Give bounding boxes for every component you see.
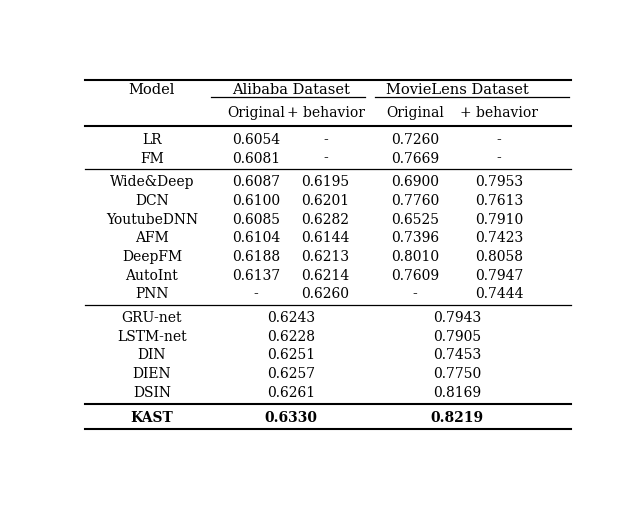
Text: KAST: KAST xyxy=(131,411,173,425)
Text: 0.6214: 0.6214 xyxy=(301,269,349,283)
Text: 0.8219: 0.8219 xyxy=(430,411,484,425)
Text: 0.7750: 0.7750 xyxy=(433,367,481,381)
Text: 0.6260: 0.6260 xyxy=(301,287,349,301)
Text: Model: Model xyxy=(129,82,175,96)
Text: AutoInt: AutoInt xyxy=(125,269,179,283)
Text: 0.7423: 0.7423 xyxy=(475,231,524,245)
Text: FM: FM xyxy=(140,151,164,165)
Text: DeepFM: DeepFM xyxy=(122,250,182,264)
Text: 0.6081: 0.6081 xyxy=(232,151,280,165)
Text: 0.6525: 0.6525 xyxy=(391,213,439,227)
Text: 0.6251: 0.6251 xyxy=(267,349,315,363)
Text: 0.8058: 0.8058 xyxy=(475,250,523,264)
Text: -: - xyxy=(412,287,417,301)
Text: 0.6100: 0.6100 xyxy=(232,194,280,208)
Text: 0.7760: 0.7760 xyxy=(390,194,439,208)
Text: 0.6257: 0.6257 xyxy=(267,367,315,381)
Text: -: - xyxy=(323,133,328,147)
Text: Alibaba Dataset: Alibaba Dataset xyxy=(232,82,349,96)
Text: 0.6195: 0.6195 xyxy=(301,176,349,190)
Text: 0.7669: 0.7669 xyxy=(391,151,439,165)
Text: AFM: AFM xyxy=(135,231,169,245)
Text: Wide&Deep: Wide&Deep xyxy=(109,176,194,190)
Text: 0.6213: 0.6213 xyxy=(301,250,349,264)
Text: 0.6330: 0.6330 xyxy=(264,411,317,425)
Text: -: - xyxy=(497,133,502,147)
Text: -: - xyxy=(253,287,259,301)
Text: 0.7953: 0.7953 xyxy=(475,176,523,190)
Text: 0.6261: 0.6261 xyxy=(267,386,315,400)
Text: 0.6228: 0.6228 xyxy=(267,330,315,344)
Text: 0.6900: 0.6900 xyxy=(391,176,439,190)
Text: 0.7905: 0.7905 xyxy=(433,330,481,344)
Text: 0.6282: 0.6282 xyxy=(301,213,349,227)
Text: 0.6137: 0.6137 xyxy=(232,269,280,283)
Text: -: - xyxy=(323,151,328,165)
Text: 0.8010: 0.8010 xyxy=(391,250,439,264)
Text: DCN: DCN xyxy=(135,194,169,208)
Text: + behavior: + behavior xyxy=(287,106,365,119)
Text: 0.7943: 0.7943 xyxy=(433,311,481,325)
Text: DSIN: DSIN xyxy=(133,386,171,400)
Text: 0.7947: 0.7947 xyxy=(475,269,524,283)
Text: LSTM-net: LSTM-net xyxy=(117,330,187,344)
Text: 0.6054: 0.6054 xyxy=(232,133,280,147)
Text: 0.6243: 0.6243 xyxy=(267,311,315,325)
Text: 0.6104: 0.6104 xyxy=(232,231,280,245)
Text: 0.8169: 0.8169 xyxy=(433,386,481,400)
Text: 0.6087: 0.6087 xyxy=(232,176,280,190)
Text: PNN: PNN xyxy=(135,287,169,301)
Text: MovieLens Dataset: MovieLens Dataset xyxy=(385,82,529,96)
Text: 0.6085: 0.6085 xyxy=(232,213,280,227)
Text: 0.7260: 0.7260 xyxy=(391,133,439,147)
Text: 0.7910: 0.7910 xyxy=(475,213,524,227)
Text: 0.6188: 0.6188 xyxy=(232,250,280,264)
Text: 0.7444: 0.7444 xyxy=(475,287,524,301)
Text: Original: Original xyxy=(386,106,444,119)
Text: 0.7453: 0.7453 xyxy=(433,349,481,363)
Text: 0.7609: 0.7609 xyxy=(391,269,439,283)
Text: DIEN: DIEN xyxy=(132,367,172,381)
Text: 0.6201: 0.6201 xyxy=(301,194,349,208)
Text: -: - xyxy=(497,151,502,165)
Text: 0.6144: 0.6144 xyxy=(301,231,349,245)
Text: 0.7613: 0.7613 xyxy=(475,194,524,208)
Text: LR: LR xyxy=(142,133,162,147)
Text: YoutubeDNN: YoutubeDNN xyxy=(106,213,198,227)
Text: GRU-net: GRU-net xyxy=(122,311,182,325)
Text: + behavior: + behavior xyxy=(460,106,538,119)
Text: DIN: DIN xyxy=(138,349,166,363)
Text: Original: Original xyxy=(227,106,285,119)
Text: 0.7396: 0.7396 xyxy=(391,231,439,245)
